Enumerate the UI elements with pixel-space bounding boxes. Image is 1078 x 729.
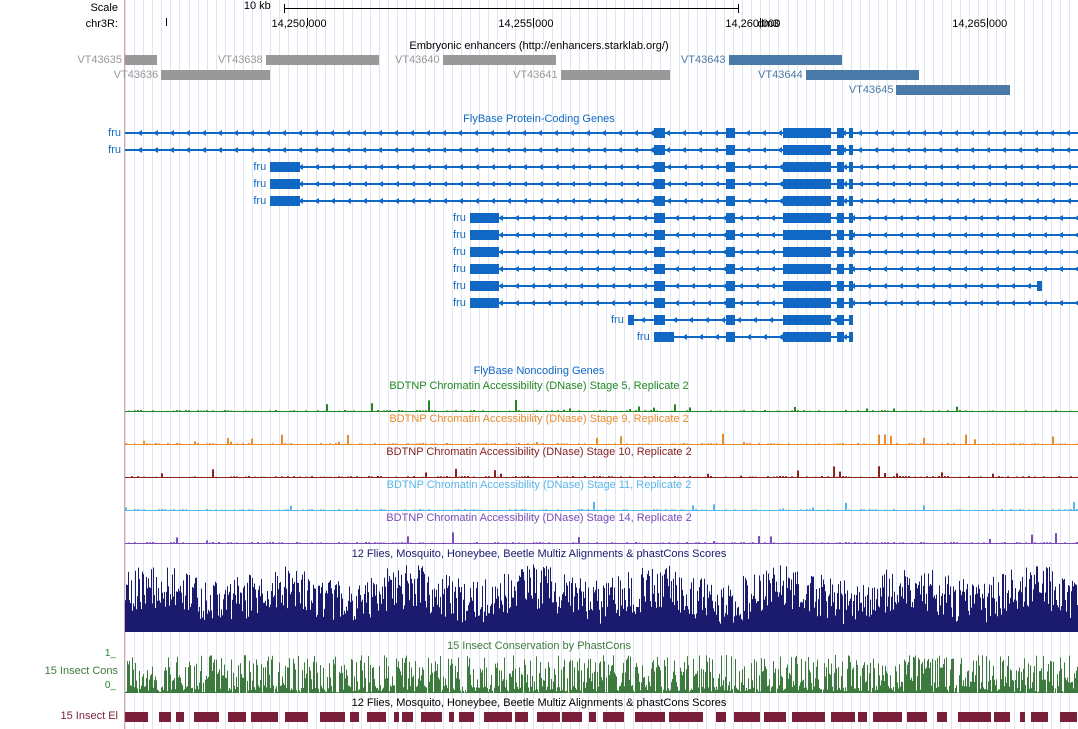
gene-label-fru[interactable]: fru: [600, 314, 624, 326]
gene-label-fru[interactable]: fru: [97, 144, 121, 156]
gene-label-fru[interactable]: fru: [442, 280, 466, 292]
enhancer-VT43640[interactable]: [443, 55, 556, 65]
tick-label: 14,265,000: [952, 18, 1007, 30]
gene-label-fru[interactable]: fru: [442, 263, 466, 275]
gene-label-fru[interactable]: fru: [242, 178, 266, 190]
dnase-title: BDTNP Chromatin Accessibility (DNase) St…: [0, 446, 1078, 458]
enhancer-VT43638[interactable]: [266, 55, 379, 65]
scale-text: 10 kb: [244, 0, 271, 12]
phastcons15-wiggle: [125, 653, 1078, 693]
tick-label: 14,260,000: [725, 18, 780, 30]
dnase-wiggle: [125, 394, 1078, 412]
enhancer-label[interactable]: VT43643: [671, 54, 726, 66]
phastcons12-wiggle: [125, 562, 1078, 632]
enhancer-label[interactable]: VT43644: [748, 69, 803, 81]
enhancer-VT43636[interactable]: [161, 70, 270, 80]
dnase-title: BDTNP Chromatin Accessibility (DNase) St…: [0, 479, 1078, 491]
insect-el-title: 12 Flies, Mosquito, Honeybee, Beetle Mul…: [0, 697, 1078, 709]
enhancer-label[interactable]: VT43640: [385, 54, 440, 66]
tick-label: 14,255,000: [498, 18, 553, 30]
scale-label: Scale: [0, 2, 118, 14]
dnase-wiggle: [125, 526, 1078, 544]
enhancer-label[interactable]: VT43638: [208, 54, 263, 66]
tick-label: 14,250,000: [272, 18, 327, 30]
enhancer-VT43644[interactable]: [806, 70, 919, 80]
gene-label-fru[interactable]: fru: [626, 331, 650, 343]
dnase-title: BDTNP Chromatin Accessibility (DNase) St…: [0, 413, 1078, 425]
coding-genes-title: FlyBase Protein-Coding Genes: [0, 113, 1078, 125]
enhancer-label[interactable]: VT43641: [503, 69, 558, 81]
dnase-title: BDTNP Chromatin Accessibility (DNase) St…: [0, 380, 1078, 392]
dnase-wiggle: [125, 460, 1078, 478]
enhancer-VT43635[interactable]: [125, 55, 157, 65]
gene-label-fru[interactable]: fru: [442, 212, 466, 224]
y-axis-0: 0_: [100, 680, 116, 691]
enhancer-label[interactable]: VT43635: [67, 54, 122, 66]
enhancer-VT43641[interactable]: [561, 70, 670, 80]
dnase-wiggle: [125, 493, 1078, 511]
dnase-wiggle: [125, 427, 1078, 445]
enhancer-VT43643[interactable]: [729, 55, 842, 65]
gene-label-fru[interactable]: fru: [97, 127, 121, 139]
genome-browser: Scale chr3R: 10 kb dm3 14,250,00014,255,…: [0, 0, 1078, 729]
gene-label-fru[interactable]: fru: [242, 195, 266, 207]
enhancer-track-title: Embryonic enhancers (http://enhancers.st…: [0, 40, 1078, 52]
enhancer-label[interactable]: VT43636: [103, 69, 158, 81]
gene-label-fru[interactable]: fru: [442, 297, 466, 309]
insect-el-side-label: 15 Insect El: [0, 710, 118, 722]
chrom-label: chr3R:: [0, 18, 118, 30]
insect-el-blocks: [125, 712, 1078, 722]
noncoding-genes-title: FlyBase Noncoding Genes: [0, 365, 1078, 377]
gene-label-fru[interactable]: fru: [242, 161, 266, 173]
phastcons12-title: 12 Flies, Mosquito, Honeybee, Beetle Mul…: [0, 548, 1078, 560]
phastcons15-title: 15 Insect Conservation by PhastCons: [0, 640, 1078, 652]
enhancer-VT43645[interactable]: [896, 85, 1009, 95]
gene-label-fru[interactable]: fru: [442, 229, 466, 241]
phastcons15-side-label: 15 Insect Cons: [0, 665, 118, 677]
y-axis-1: 1_: [100, 648, 116, 659]
enhancer-label[interactable]: VT43645: [838, 84, 893, 96]
gene-label-fru[interactable]: fru: [442, 246, 466, 258]
dnase-title: BDTNP Chromatin Accessibility (DNase) St…: [0, 512, 1078, 524]
